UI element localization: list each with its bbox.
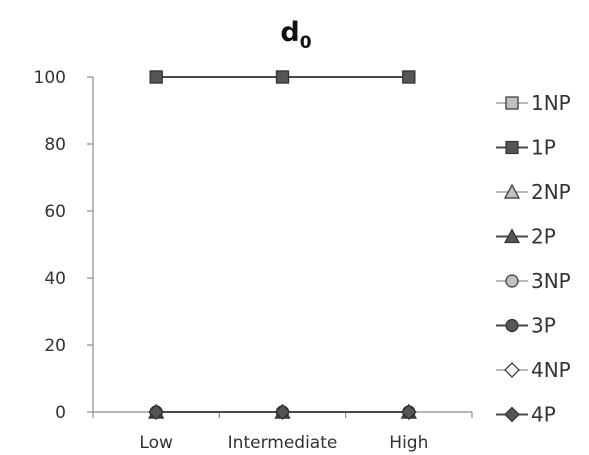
legend-marker (504, 406, 520, 423)
legend-item: 4P (496, 403, 556, 427)
legend-item: 2P (496, 225, 556, 249)
data-point (274, 404, 291, 420)
x-tick-label: High (389, 433, 428, 453)
chart-title: d0 (280, 17, 311, 53)
chart-title-main: d (280, 17, 299, 48)
legend: 1NP 1P 2NP 2P 3NP 3P 4NP 4P (496, 91, 571, 427)
legend-label: 2NP (531, 180, 571, 204)
legend-marker (503, 228, 521, 244)
data-point (275, 70, 290, 84)
legend-label: 1NP (531, 91, 571, 115)
y-tick-label: 80 (44, 135, 66, 155)
data-point (149, 70, 163, 84)
legend-item: 2NP (496, 180, 571, 204)
legend-item: 1P (496, 136, 556, 160)
y-tick-label: 60 (44, 202, 66, 222)
y-tick-label: 0 (55, 403, 66, 423)
series-1P (149, 70, 416, 84)
series-layer (148, 70, 417, 420)
legend-marker (505, 274, 519, 288)
legend-item: 3P (496, 314, 556, 338)
axes: 0 20 40 60 80 100 Low Intermediate High (34, 68, 473, 453)
y-tick-label: 20 (44, 336, 66, 356)
legend-marker (505, 318, 519, 333)
legend-label: 3P (531, 314, 556, 338)
legend-item: 1NP (496, 91, 571, 115)
chart-title-subscript: 0 (300, 33, 312, 53)
data-point (148, 404, 165, 420)
legend-label: 3NP (531, 269, 571, 293)
series-4P (148, 404, 417, 420)
y-tick-label: 40 (44, 269, 66, 289)
legend-label: 2P (531, 225, 556, 249)
legend-marker (503, 183, 521, 199)
legend-label: 4NP (531, 358, 571, 382)
x-tick-label: Low (139, 433, 173, 453)
legend-marker (505, 140, 519, 155)
legend-item: 4NP (496, 358, 571, 382)
legend-item: 3NP (496, 269, 571, 293)
data-point (402, 70, 416, 84)
legend-label: 1P (531, 136, 556, 160)
y-tick-label: 100 (34, 68, 66, 88)
legend-marker (504, 362, 520, 378)
x-tick-label: Intermediate (228, 433, 338, 453)
legend-label: 4P (531, 403, 556, 427)
legend-marker (505, 96, 519, 110)
data-point (400, 404, 417, 420)
